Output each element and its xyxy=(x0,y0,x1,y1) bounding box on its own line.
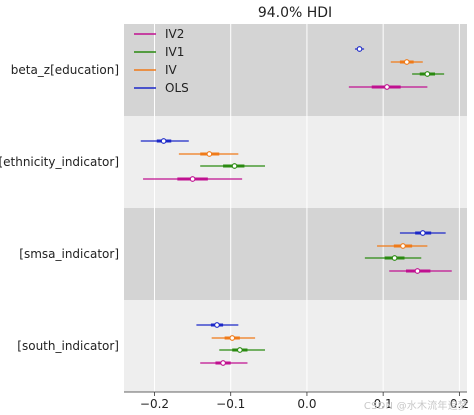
mean-point xyxy=(356,46,363,52)
row-label: [south_indicator] xyxy=(17,339,119,353)
row-label: beta_z[education] xyxy=(11,63,119,77)
x-tick-label: −0.1 xyxy=(216,397,245,411)
mean-point xyxy=(189,176,196,182)
watermark: CSDN @水木流年追梦 xyxy=(363,401,468,412)
row-band xyxy=(124,116,467,208)
mean-point xyxy=(403,59,410,65)
row-bands xyxy=(124,24,467,392)
mean-point xyxy=(206,151,213,157)
mean-point xyxy=(231,163,238,169)
mean-point xyxy=(400,243,406,249)
legend-label: IV2 xyxy=(165,27,184,41)
interval-marks xyxy=(140,46,452,366)
mean-point xyxy=(414,268,421,274)
mean-point xyxy=(160,138,167,144)
row-labels: beta_z[education] [ethnicity_indicator] [s… xyxy=(0,63,119,353)
chart-title: 94.0% HDI xyxy=(258,5,332,21)
x-axis: −0.2 −0.1 0.0 0.1 0.2 xyxy=(124,391,469,411)
mean-point xyxy=(391,255,398,261)
mean-point xyxy=(237,347,243,353)
legend-label: OLS xyxy=(165,81,189,95)
legend: IV2 IV1 IV OLS xyxy=(134,27,189,95)
legend-label: IV1 xyxy=(165,45,184,59)
mean-point xyxy=(229,335,236,341)
row-band xyxy=(124,24,467,116)
mean-point xyxy=(384,84,390,90)
mean-point xyxy=(424,71,431,77)
vertical-grid xyxy=(153,24,460,392)
mean-point xyxy=(214,322,220,328)
mean-point xyxy=(419,230,426,236)
row-band xyxy=(124,208,467,300)
legend-label: IV xyxy=(165,63,178,77)
row-band xyxy=(124,300,467,392)
row-label: [smsa_indicator] xyxy=(19,247,119,261)
x-tick-label: 0.1 xyxy=(374,397,393,411)
x-tick-label: −0.2 xyxy=(140,397,169,411)
x-tick-label: 0.2 xyxy=(450,397,469,411)
mean-point xyxy=(220,360,226,366)
x-tick-label: 0.0 xyxy=(297,397,316,411)
row-label: [ethnicity_indicator] xyxy=(0,155,119,169)
